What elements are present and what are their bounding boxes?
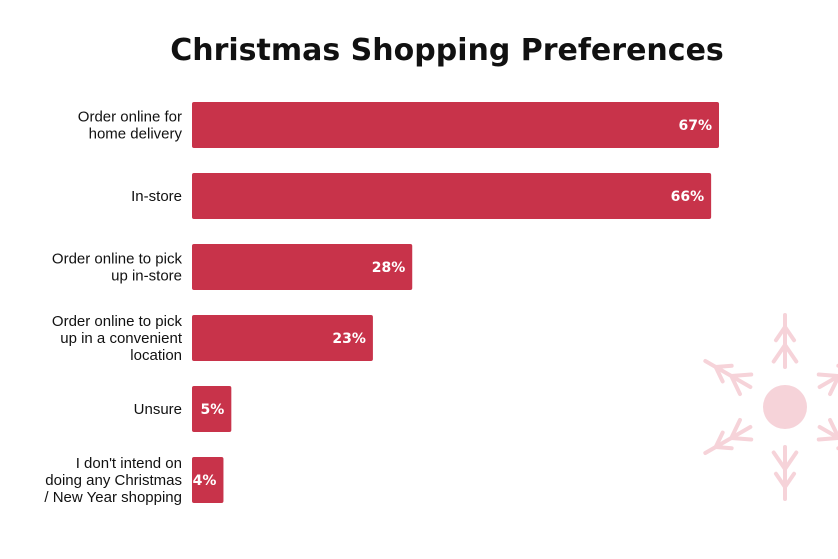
bar-2 xyxy=(192,244,413,290)
category-label-2-line-0: Order online to pick xyxy=(52,251,183,268)
category-label-5-line-1: doing any Christmas xyxy=(45,472,182,489)
snowflake-branch xyxy=(771,343,787,364)
bar-0 xyxy=(192,102,719,148)
chart-title: Christmas Shopping Preferences xyxy=(170,33,724,68)
snowflake-branch xyxy=(783,450,799,471)
category-label-5-line-2: / New Year shopping xyxy=(44,489,182,506)
snowflake-branch xyxy=(713,445,734,451)
snowflake-icon xyxy=(703,313,838,501)
snowflake-branch xyxy=(828,417,838,440)
category-label-4: Unsure xyxy=(134,401,182,418)
value-label-0: 67% xyxy=(678,118,712,134)
bar-3 xyxy=(192,315,373,361)
snowflake-branch xyxy=(729,374,742,397)
snowflake-branch xyxy=(713,363,734,369)
snowflake-arms xyxy=(703,313,838,501)
value-label-5: 4% xyxy=(193,473,217,489)
category-label-3-line-0: Order online to pick xyxy=(52,313,183,330)
category-label-1-line-0: In-store xyxy=(131,188,182,205)
value-label-1: 66% xyxy=(671,189,705,205)
category-label-5-line-0: I don't intend on xyxy=(76,455,182,472)
snowflake-branch xyxy=(816,372,838,378)
bar-4 xyxy=(192,386,232,432)
snowflake-branch xyxy=(773,471,787,489)
category-label-0-line-0: Order online for xyxy=(78,109,182,126)
snowflake-arm-4 xyxy=(703,425,753,455)
category-label-4-line-0: Unsure xyxy=(134,401,182,418)
bar-1 xyxy=(192,173,712,219)
value-label-2: 28% xyxy=(372,260,406,276)
category-label-3: Order online to pick up in a convenient lo… xyxy=(52,313,183,364)
snowflake-branch xyxy=(729,417,742,440)
value-label-4: 5% xyxy=(201,402,225,418)
category-label-1: In-store xyxy=(131,188,182,205)
snowflake-center xyxy=(763,385,807,429)
snowflake-branch xyxy=(783,343,799,364)
category-labels-group: Order online for home delivery In-store Ord… xyxy=(44,109,182,507)
snowflake-arm-2 xyxy=(817,425,838,440)
category-label-2-line-1: up in-store xyxy=(111,268,182,285)
snowflake-branch xyxy=(713,365,725,384)
snowflake-arm-1 xyxy=(817,374,838,389)
snowflake-branch xyxy=(729,436,754,442)
snowflake-arm-5 xyxy=(703,359,753,389)
snowflake-branch xyxy=(783,325,797,343)
category-label-5: I don't intend on doing any Christmas / Ne… xyxy=(44,455,182,506)
category-label-0: Order online for home delivery xyxy=(78,109,183,143)
snowflake-branch xyxy=(771,450,787,471)
snowflake-branch xyxy=(713,430,725,449)
snowflake-branch xyxy=(783,471,797,489)
snowflake-branch xyxy=(828,374,838,397)
category-label-3-line-2: location xyxy=(130,347,182,364)
bar-5 xyxy=(192,457,224,503)
category-label-2: Order online to pick up in-store xyxy=(52,251,183,285)
snowflake-branch xyxy=(729,372,754,378)
category-label-3-line-1: up in a convenient xyxy=(60,330,183,347)
bars-group xyxy=(192,102,719,503)
category-label-0-line-1: home delivery xyxy=(89,126,183,143)
snowflake-branch xyxy=(773,325,787,343)
snowflake-branch xyxy=(816,436,838,442)
value-labels-group: 67% 66% 28% 23% 5% 4% xyxy=(193,118,712,489)
value-label-3: 23% xyxy=(332,331,366,347)
